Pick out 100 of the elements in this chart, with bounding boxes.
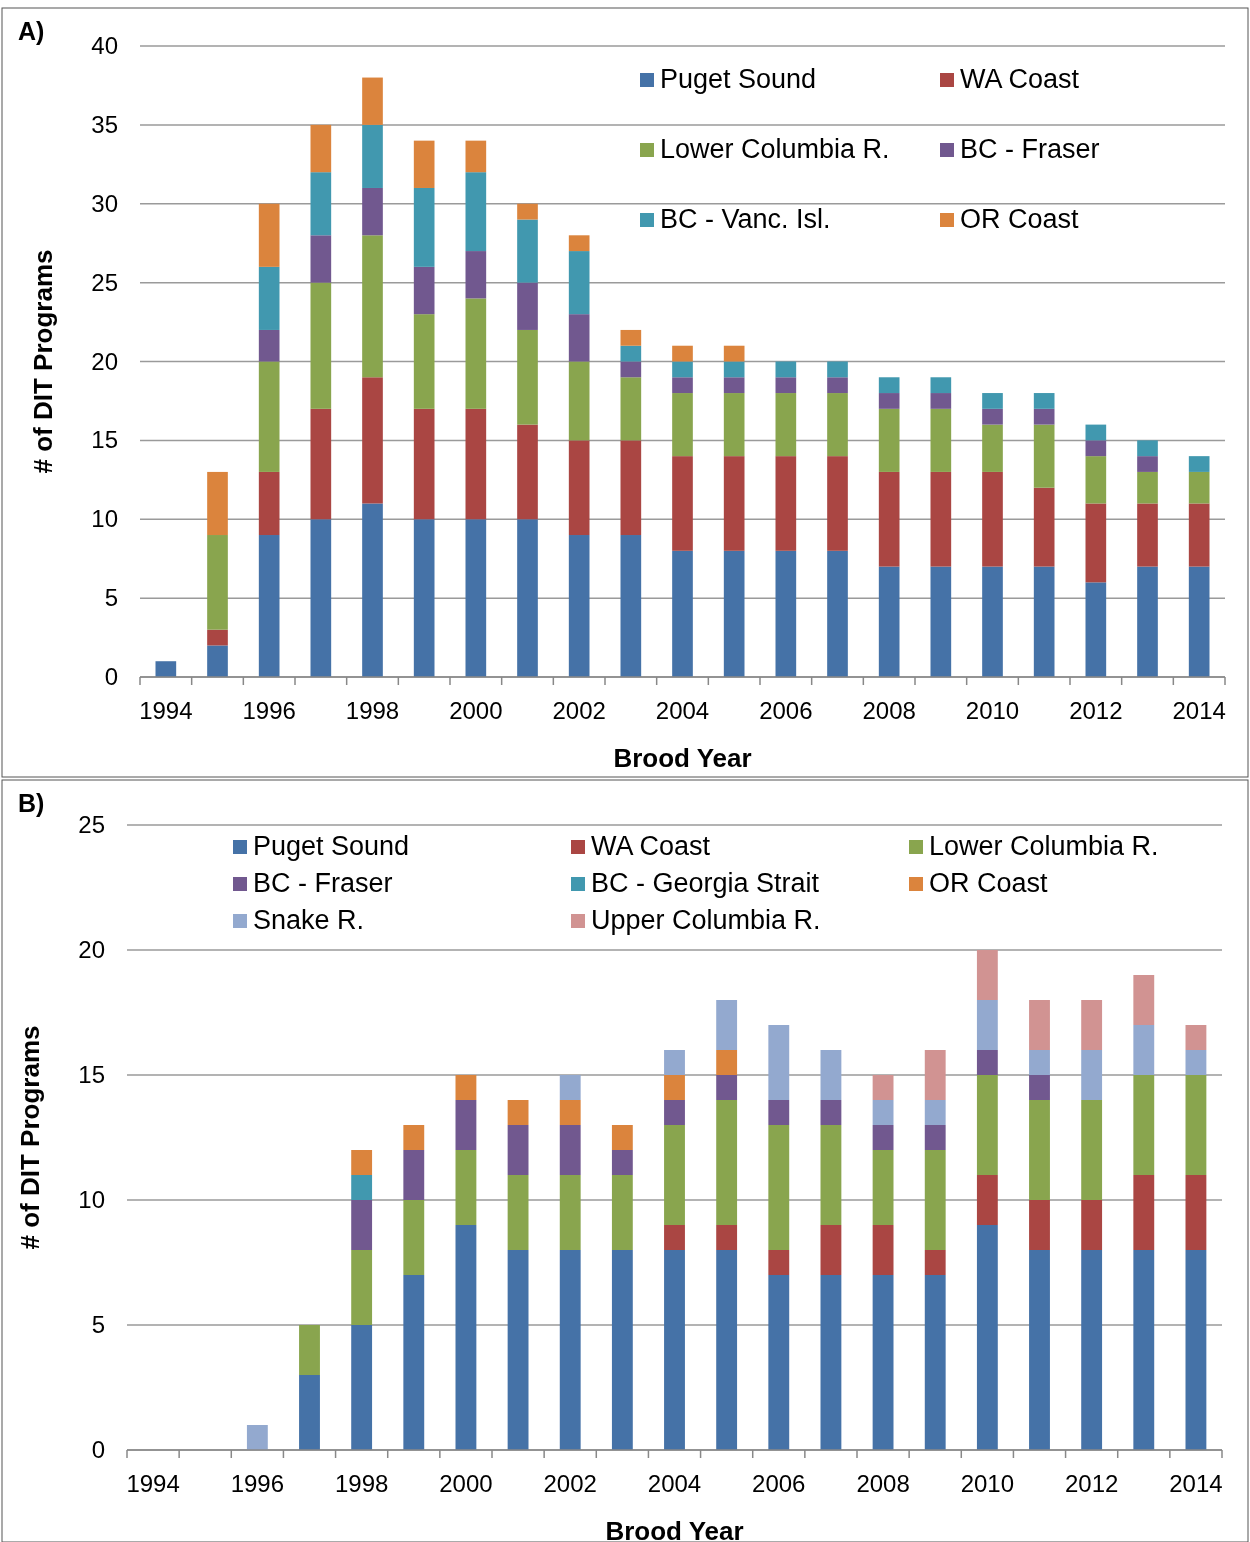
bar xyxy=(258,329,280,362)
x-tick-label: 2008 xyxy=(856,1470,910,1497)
bar xyxy=(1185,1250,1207,1450)
bar xyxy=(351,1250,373,1325)
bar xyxy=(976,1175,998,1225)
x-tick-label: 2010 xyxy=(960,1470,1015,1497)
y-axis-title: # of DIT Programs xyxy=(15,1025,45,1250)
bar xyxy=(507,1125,529,1175)
x-tick-label: 2006 xyxy=(759,697,813,724)
legend-label: OR Coast xyxy=(929,868,1049,898)
bar xyxy=(664,1125,685,1225)
bar xyxy=(982,393,1003,409)
x-tick-label: 2004 xyxy=(655,697,710,724)
y-tick-label: 20 xyxy=(78,936,105,963)
bar xyxy=(872,1075,894,1100)
bar xyxy=(465,251,487,299)
bar xyxy=(723,377,745,394)
y-tick-label: 35 xyxy=(91,110,118,138)
bar xyxy=(768,1275,790,1450)
bar xyxy=(982,566,1003,677)
bar xyxy=(1029,1200,1050,1250)
bar xyxy=(664,1075,685,1100)
x-tick-label: 2014 xyxy=(1169,1470,1223,1497)
bar xyxy=(155,661,177,677)
bar xyxy=(1085,424,1107,441)
bar xyxy=(878,393,900,409)
bar xyxy=(517,203,538,220)
x-tick-label: 1998 xyxy=(345,697,400,724)
y-tick-label: 40 xyxy=(91,32,118,59)
bar xyxy=(455,1225,477,1450)
bar xyxy=(1029,1250,1050,1450)
x-tick-label: 2000 xyxy=(449,697,503,724)
bar xyxy=(362,377,383,504)
bar xyxy=(362,77,383,125)
bar xyxy=(1137,440,1158,457)
bar xyxy=(310,519,332,677)
bar xyxy=(878,408,900,472)
bar xyxy=(559,1250,581,1450)
bar xyxy=(455,1150,477,1225)
bar xyxy=(517,219,538,283)
bar xyxy=(568,235,590,252)
bar xyxy=(1188,471,1210,504)
bar xyxy=(716,1250,738,1450)
bar xyxy=(1188,566,1210,677)
bar xyxy=(827,377,848,394)
bar xyxy=(413,519,435,677)
bar xyxy=(1081,1250,1103,1450)
bar xyxy=(611,1175,633,1250)
bar xyxy=(1033,393,1055,409)
x-axis-title: Brood Year xyxy=(605,1516,744,1542)
x-tick-label: 2002 xyxy=(552,697,606,724)
bar xyxy=(507,1175,529,1250)
bar xyxy=(403,1275,425,1450)
bar xyxy=(872,1225,894,1275)
legend-label: OR Coast xyxy=(960,204,1080,234)
bar xyxy=(1188,503,1210,567)
bar xyxy=(362,235,383,378)
x-tick-label: 2006 xyxy=(752,1470,806,1497)
y-tick-label: 15 xyxy=(91,426,118,454)
legend-label: Puget Sound xyxy=(660,64,817,94)
bar xyxy=(930,566,952,677)
bar xyxy=(716,1050,738,1075)
y-tick-label: 10 xyxy=(91,505,118,533)
bar xyxy=(1133,1175,1155,1250)
bar xyxy=(465,140,487,173)
bar xyxy=(723,361,745,378)
bar xyxy=(820,1225,842,1275)
bar xyxy=(1081,1100,1103,1200)
bar xyxy=(1081,1200,1103,1250)
bar xyxy=(1185,1175,1207,1250)
bar xyxy=(258,266,280,330)
bar xyxy=(723,550,745,677)
bar xyxy=(820,1050,842,1100)
bar xyxy=(1133,1025,1155,1075)
bar xyxy=(559,1075,581,1100)
bar xyxy=(924,1125,946,1150)
bar xyxy=(872,1150,894,1225)
bar xyxy=(568,361,590,441)
bar xyxy=(1033,408,1055,425)
bar xyxy=(723,456,745,551)
bar xyxy=(1033,566,1055,677)
bar xyxy=(568,251,590,315)
bar xyxy=(775,456,797,551)
y-tick-label: 0 xyxy=(104,663,118,690)
legend-label: Lower Columbia R. xyxy=(660,134,890,164)
bar xyxy=(1029,1050,1050,1075)
x-tick-label: 1994 xyxy=(126,1470,180,1497)
bar xyxy=(1137,456,1158,472)
y-tick-label: 25 xyxy=(91,268,118,296)
bar xyxy=(258,471,280,536)
bar xyxy=(620,361,642,378)
bar xyxy=(620,440,642,536)
bar xyxy=(465,519,487,677)
bar xyxy=(982,471,1003,567)
bar xyxy=(310,282,332,409)
bar xyxy=(413,140,435,188)
bar xyxy=(258,203,280,267)
legend-label: Upper Columbia R. xyxy=(591,905,821,935)
bar xyxy=(258,535,280,677)
bar xyxy=(976,1000,998,1050)
